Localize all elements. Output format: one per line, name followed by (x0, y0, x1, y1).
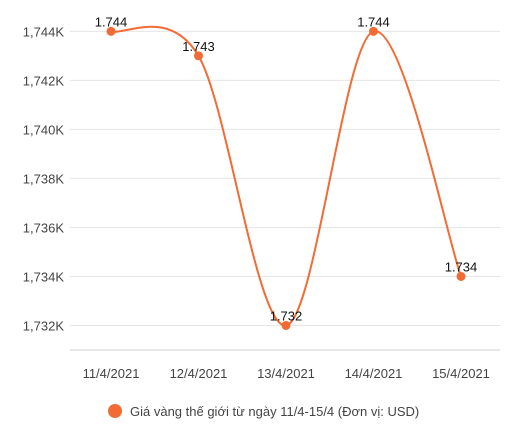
series-group: 1.744 1.743 1.732 1.744 1.734 (95, 14, 478, 330)
y-tick-label: 1,736K (23, 220, 65, 235)
x-tick-label: 11/4/2021 (83, 366, 140, 381)
x-axis-ticks: 11/4/2021 12/4/2021 13/4/2021 14/4/2021 15/4… (83, 366, 490, 381)
data-label: 1.744 (357, 14, 390, 29)
data-label: 1.743 (182, 39, 215, 54)
legend-label[interactable]: Giá vàng thế giới từ ngày 11/4-15/4 (Đơn… (130, 404, 419, 419)
gridlines (70, 30, 500, 351)
data-point[interactable] (456, 271, 466, 281)
y-tick-label: 1,738K (23, 171, 65, 186)
legend[interactable]: Giá vàng thế giới từ ngày 11/4-15/4 (Đơn… (108, 404, 419, 419)
x-tick-label: 14/4/2021 (345, 366, 403, 381)
data-label: 1.732 (270, 308, 303, 323)
y-tick-label: 1,734K (23, 269, 65, 284)
y-tick-label: 1,732K (23, 318, 65, 333)
x-tick-label: 15/4/2021 (432, 366, 490, 381)
data-point[interactable] (194, 51, 203, 61)
y-tick-label: 1,744K (23, 24, 65, 39)
data-point[interactable] (369, 26, 378, 36)
y-axis-ticks: 1,732K 1,734K 1,736K 1,738K 1,740K 1,742K 1,74… (23, 24, 65, 333)
legend-marker[interactable] (108, 404, 122, 418)
y-tick-label: 1,742K (23, 73, 65, 88)
series-line (110, 25, 462, 327)
x-tick-label: 13/4/2021 (257, 366, 315, 381)
y-tick-label: 1,740K (23, 122, 65, 137)
x-tick-label: 12/4/2021 (170, 366, 228, 381)
data-label: 1.734 (445, 259, 478, 274)
data-point[interactable] (106, 26, 116, 36)
data-point[interactable] (281, 320, 291, 330)
data-label: 1.744 (95, 14, 128, 29)
